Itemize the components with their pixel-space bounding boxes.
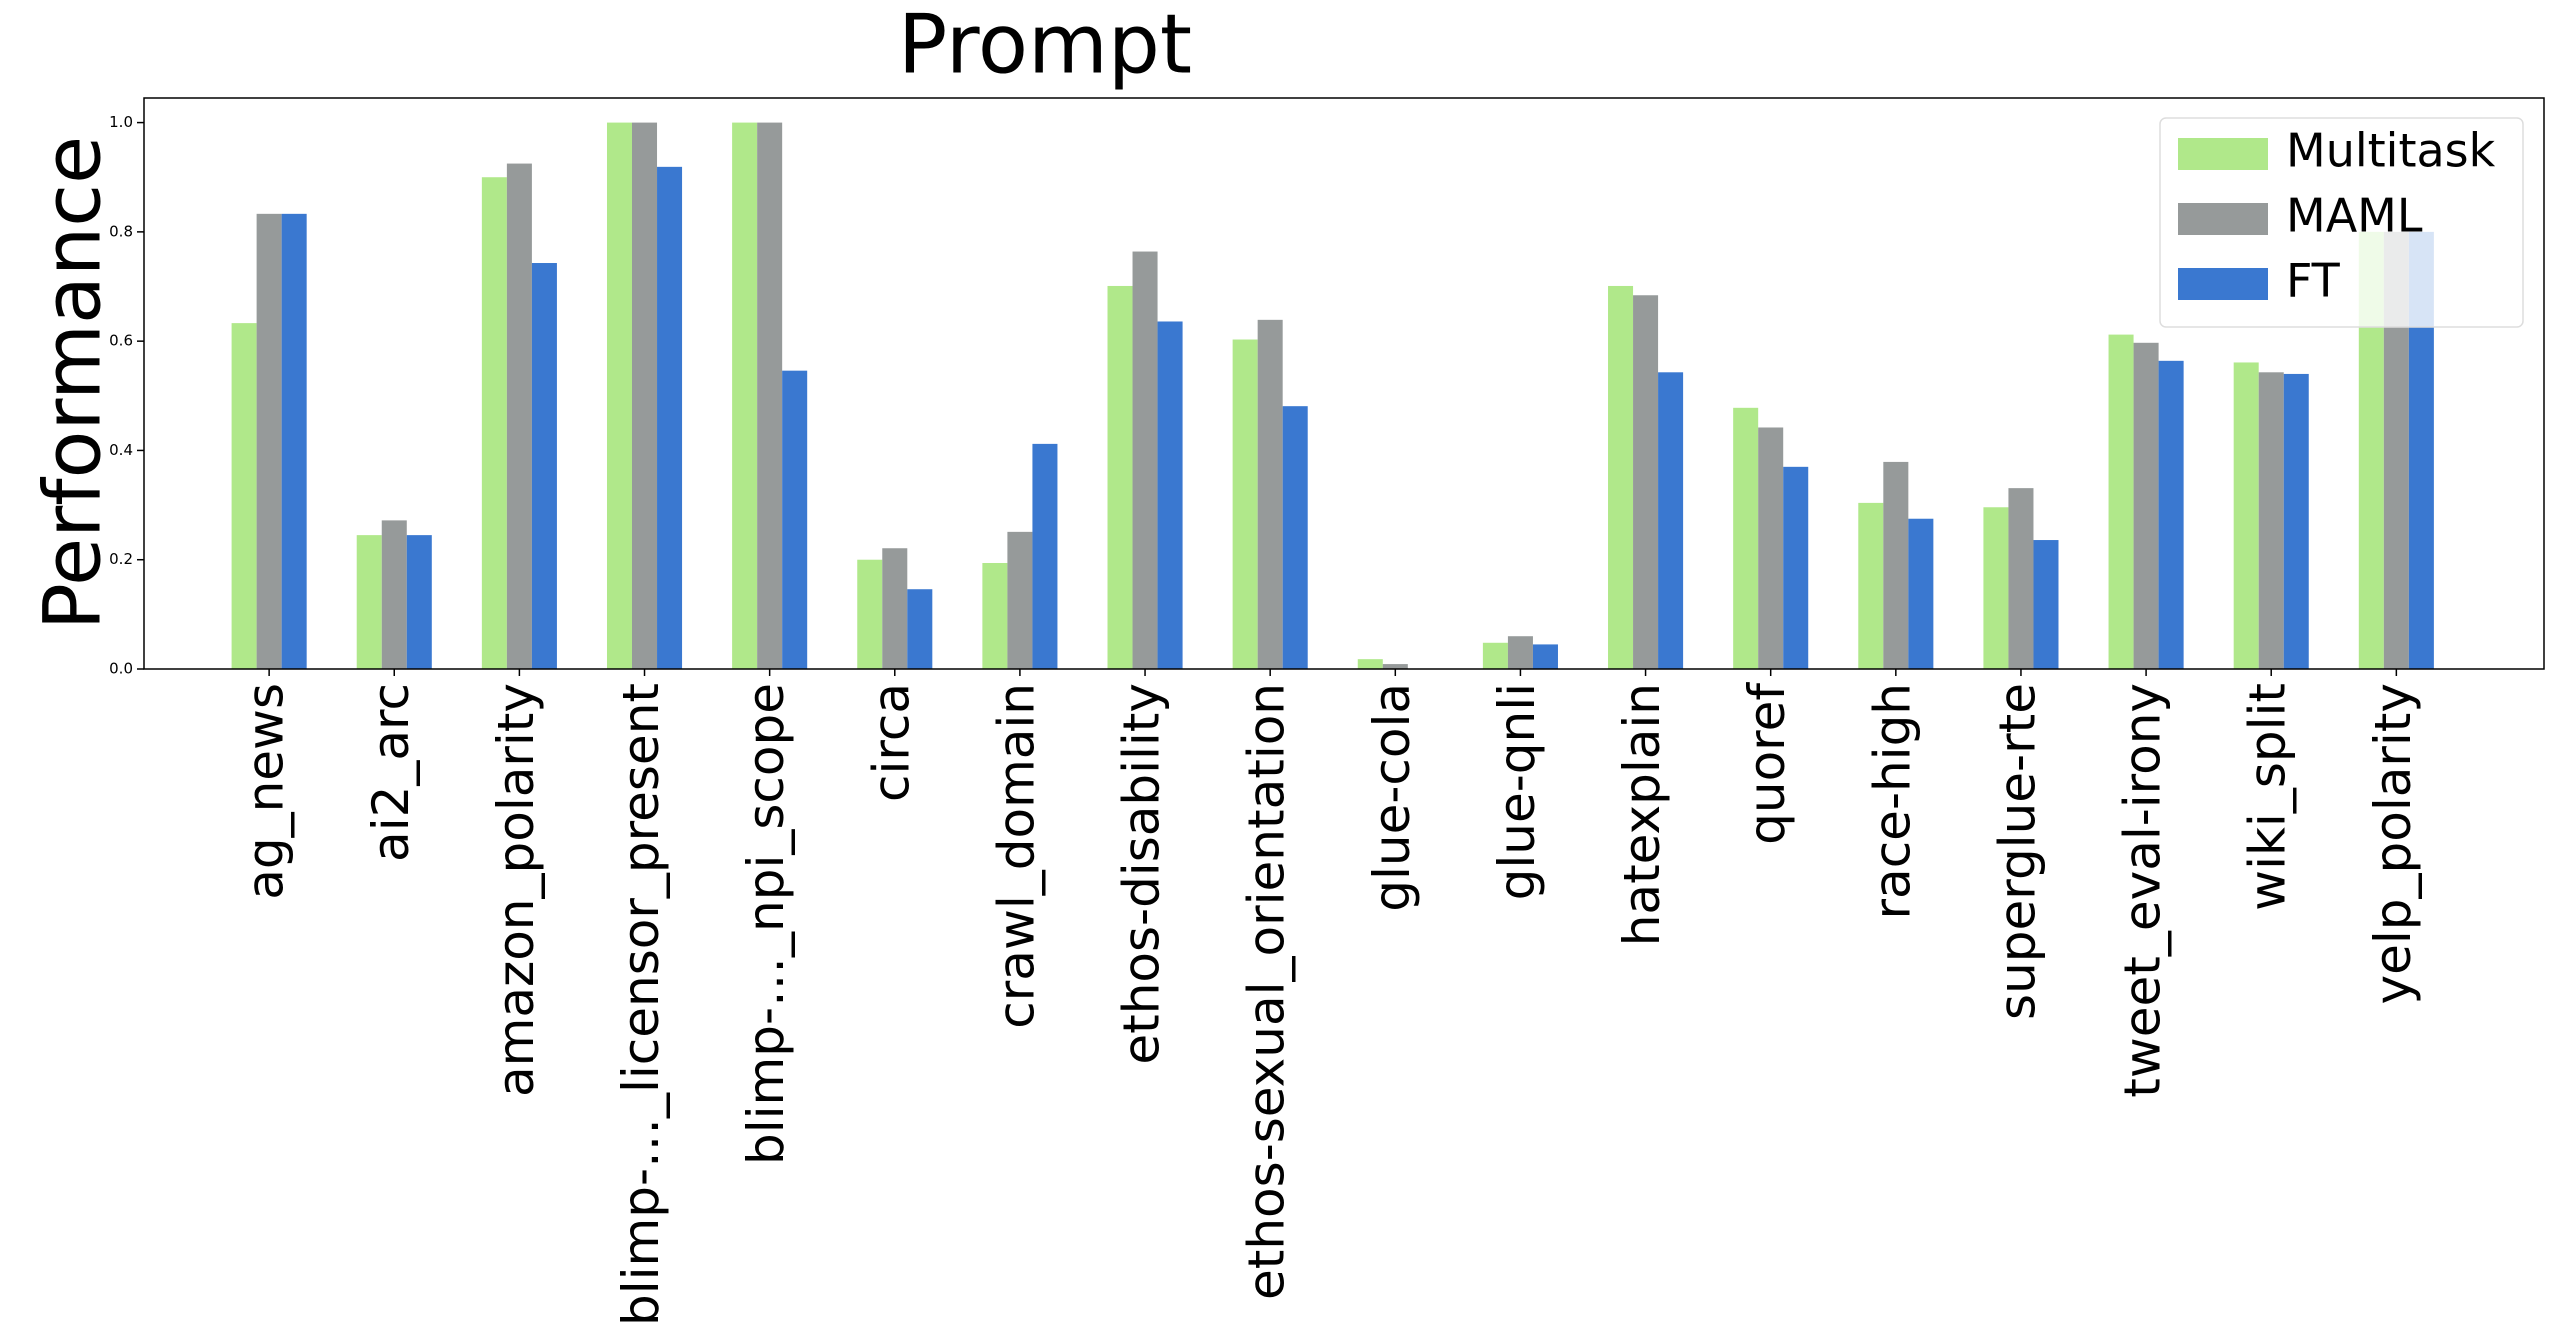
- y-tick-label: 0.6: [109, 332, 133, 350]
- x-tick-label: blimp-…_licensor_present: [612, 683, 670, 1326]
- y-tick-label: 1.0: [109, 113, 133, 131]
- legend-swatch: [2178, 268, 2268, 300]
- bar: [1257, 319, 1283, 669]
- y-tick-label: 0.8: [109, 222, 133, 240]
- x-tick-label: ethos-disability: [1113, 683, 1171, 1065]
- bar: [1007, 531, 1033, 669]
- bar: [1633, 295, 1659, 669]
- bar: [1482, 642, 1508, 669]
- bar: [882, 548, 908, 669]
- x-tick-label: crawl_domain: [987, 683, 1045, 1029]
- legend-swatch: [2178, 203, 2268, 235]
- x-tick-label: glue-qnli: [1488, 683, 1546, 900]
- bar: [782, 370, 808, 669]
- bar: [1908, 518, 1934, 669]
- x-tick-label: superglue-rte: [1988, 683, 2046, 1020]
- bar: [1532, 644, 1558, 669]
- bar: [1883, 461, 1909, 669]
- x-tick-label: ethos-sexual_orientation: [1238, 683, 1296, 1300]
- bar: [381, 520, 407, 669]
- bar: [256, 213, 282, 669]
- bar: [1032, 443, 1058, 669]
- bar: [606, 122, 633, 670]
- bar: [2133, 342, 2159, 669]
- bar: [2258, 372, 2284, 669]
- bar: [406, 535, 432, 669]
- bar: [1232, 339, 1258, 669]
- bar: [757, 122, 783, 670]
- bar: [2008, 488, 2034, 669]
- y-tick-label: 0.2: [109, 550, 133, 568]
- y-tick-label: 0.0: [109, 660, 133, 678]
- bar: [2033, 540, 2059, 669]
- bar: [632, 122, 658, 670]
- x-tick-label: hatexplain: [1613, 683, 1671, 946]
- x-tick-label: ai2_arc: [362, 683, 420, 862]
- bar: [531, 263, 557, 669]
- bar: [1382, 664, 1408, 669]
- bar: [1983, 507, 2009, 669]
- bar: [506, 163, 532, 669]
- bar: [1733, 407, 1759, 669]
- bar: [356, 535, 382, 669]
- bar: [1282, 406, 1308, 669]
- bar: [2233, 362, 2259, 669]
- bar: [481, 177, 507, 669]
- bar: [1608, 285, 1634, 669]
- bar: [732, 122, 758, 670]
- x-tick-label: amazon_polarity: [487, 683, 545, 1097]
- x-tick-label: glue-cola: [1363, 683, 1421, 912]
- x-tick-label: wiki_split: [2239, 683, 2297, 911]
- bar: [982, 562, 1008, 669]
- bar: [2158, 360, 2184, 669]
- bar: [907, 589, 933, 669]
- bar: [1132, 251, 1158, 669]
- bar: [1783, 466, 1809, 669]
- bar: [2283, 373, 2309, 669]
- y-axis-label: Performance: [28, 136, 118, 630]
- x-tick-label: circa: [862, 683, 920, 802]
- x-tick-label: ag_news: [237, 683, 295, 900]
- plot-frame: [143, 97, 2545, 670]
- x-tick-label: yelp_polarity: [2364, 683, 2422, 1004]
- bar: [1507, 636, 1533, 669]
- bar: [1758, 427, 1784, 669]
- y-tick-label: 0.4: [109, 441, 133, 459]
- bar: [1107, 285, 1133, 669]
- bar: [657, 166, 683, 669]
- chart-title: Prompt: [898, 0, 1192, 92]
- legend-swatch: [2178, 138, 2268, 170]
- legend-label: MAML: [2286, 189, 2423, 243]
- bar: [1157, 321, 1183, 669]
- legend-label: Multitask: [2286, 124, 2496, 178]
- bar: [2108, 334, 2134, 669]
- bar: [1357, 659, 1383, 669]
- x-tick-label: tweet_eval-irony: [2114, 683, 2172, 1098]
- bar: [1858, 502, 1884, 669]
- bar: [1658, 372, 1684, 669]
- x-tick-label: quoref: [1738, 682, 1796, 845]
- x-tick-label: blimp-…_npi_scope: [737, 683, 795, 1165]
- bar: [857, 559, 883, 669]
- bar: [281, 213, 307, 669]
- bar: [231, 323, 257, 669]
- legend-label: FT: [2286, 254, 2341, 308]
- x-tick-label: race-high: [1863, 683, 1921, 920]
